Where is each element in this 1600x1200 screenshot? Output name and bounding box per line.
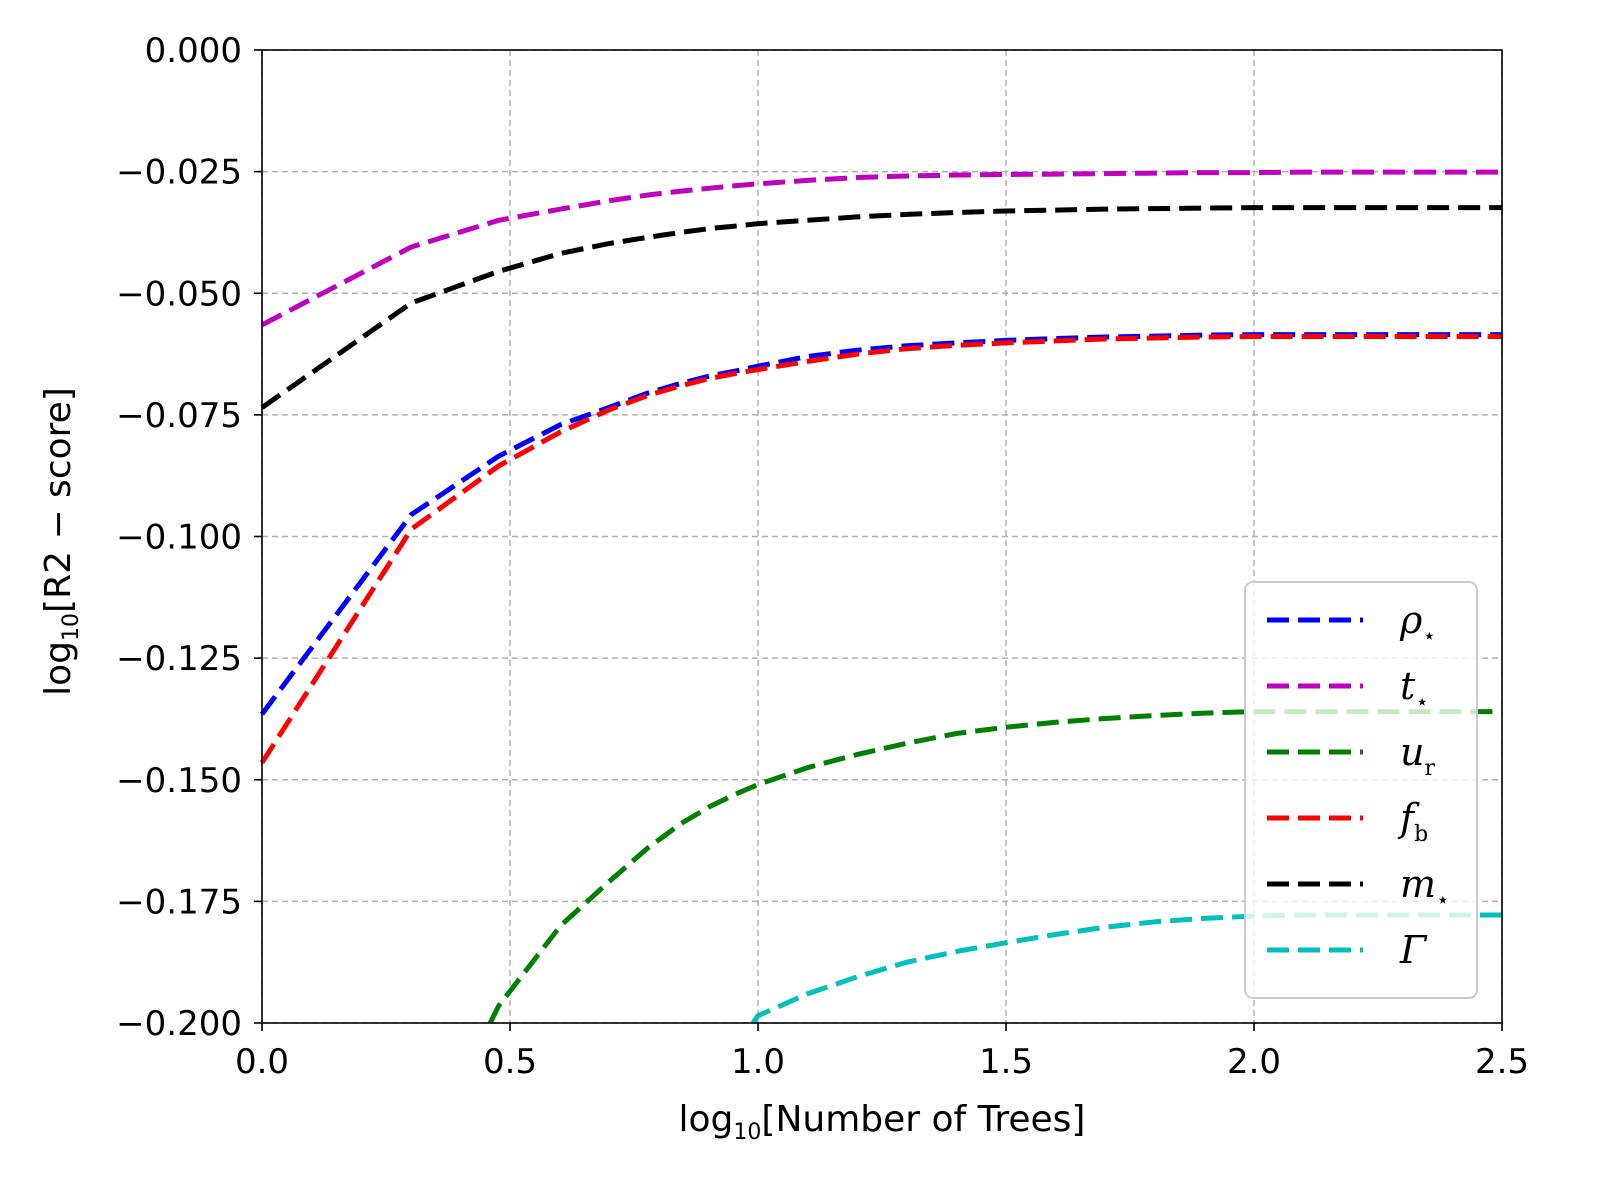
- legend-box: [1244, 581, 1478, 999]
- y-tick-labels: 0.000 −0.025 −0.050 −0.075 −0.100 −0.125 −0.15…: [116, 31, 242, 1044]
- legend-item: Γ: [1267, 928, 1428, 972]
- legend-label: ur: [1400, 730, 1435, 781]
- legend-label: Γ: [1399, 928, 1428, 972]
- y-tick-label: −0.100: [116, 518, 242, 558]
- axis-ticks: [254, 49, 1503, 1031]
- x-tick-label: 0.0: [235, 1042, 289, 1082]
- legend-label: t⋆: [1400, 664, 1429, 715]
- legend-label: ρ⋆: [1399, 598, 1436, 649]
- y-tick-label: −0.025: [116, 153, 242, 193]
- y-tick-label: −0.050: [116, 274, 242, 314]
- series-line-1: [260, 169, 1502, 328]
- x-tick-label: 2.5: [1475, 1042, 1529, 1082]
- y-tick-label: −0.150: [116, 761, 242, 801]
- x-tick-label: 1.0: [731, 1042, 785, 1082]
- x-tick-label: 2.0: [1227, 1042, 1281, 1082]
- x-tick-labels: 0.0 0.5 1.0 1.5 2.0 2.5: [235, 1042, 1529, 1082]
- legend-item: ur: [1267, 730, 1435, 781]
- series-line-4: [260, 205, 1502, 410]
- x-axis-title: log10[Number of Trees]: [679, 1099, 1086, 1145]
- y-tick-label: −0.125: [116, 639, 242, 679]
- x-tick-label: 1.5: [979, 1042, 1033, 1082]
- series-line-3: [259, 334, 1502, 765]
- series-line-2: [487, 709, 1502, 1025]
- y-axis-title: log10[R2 − score]: [38, 387, 84, 696]
- y-tick-label: −0.200: [116, 1004, 242, 1044]
- legend-item: ρ⋆: [1267, 598, 1436, 649]
- legend-label: m⋆: [1400, 862, 1450, 913]
- legend-item: m⋆: [1267, 862, 1450, 913]
- x-tick-label: 0.5: [483, 1042, 537, 1082]
- y-tick-label: 0.000: [145, 31, 242, 71]
- y-tick-label: −0.075: [116, 396, 242, 436]
- y-tick-label: −0.175: [116, 882, 242, 922]
- legend-item: t⋆: [1267, 664, 1429, 715]
